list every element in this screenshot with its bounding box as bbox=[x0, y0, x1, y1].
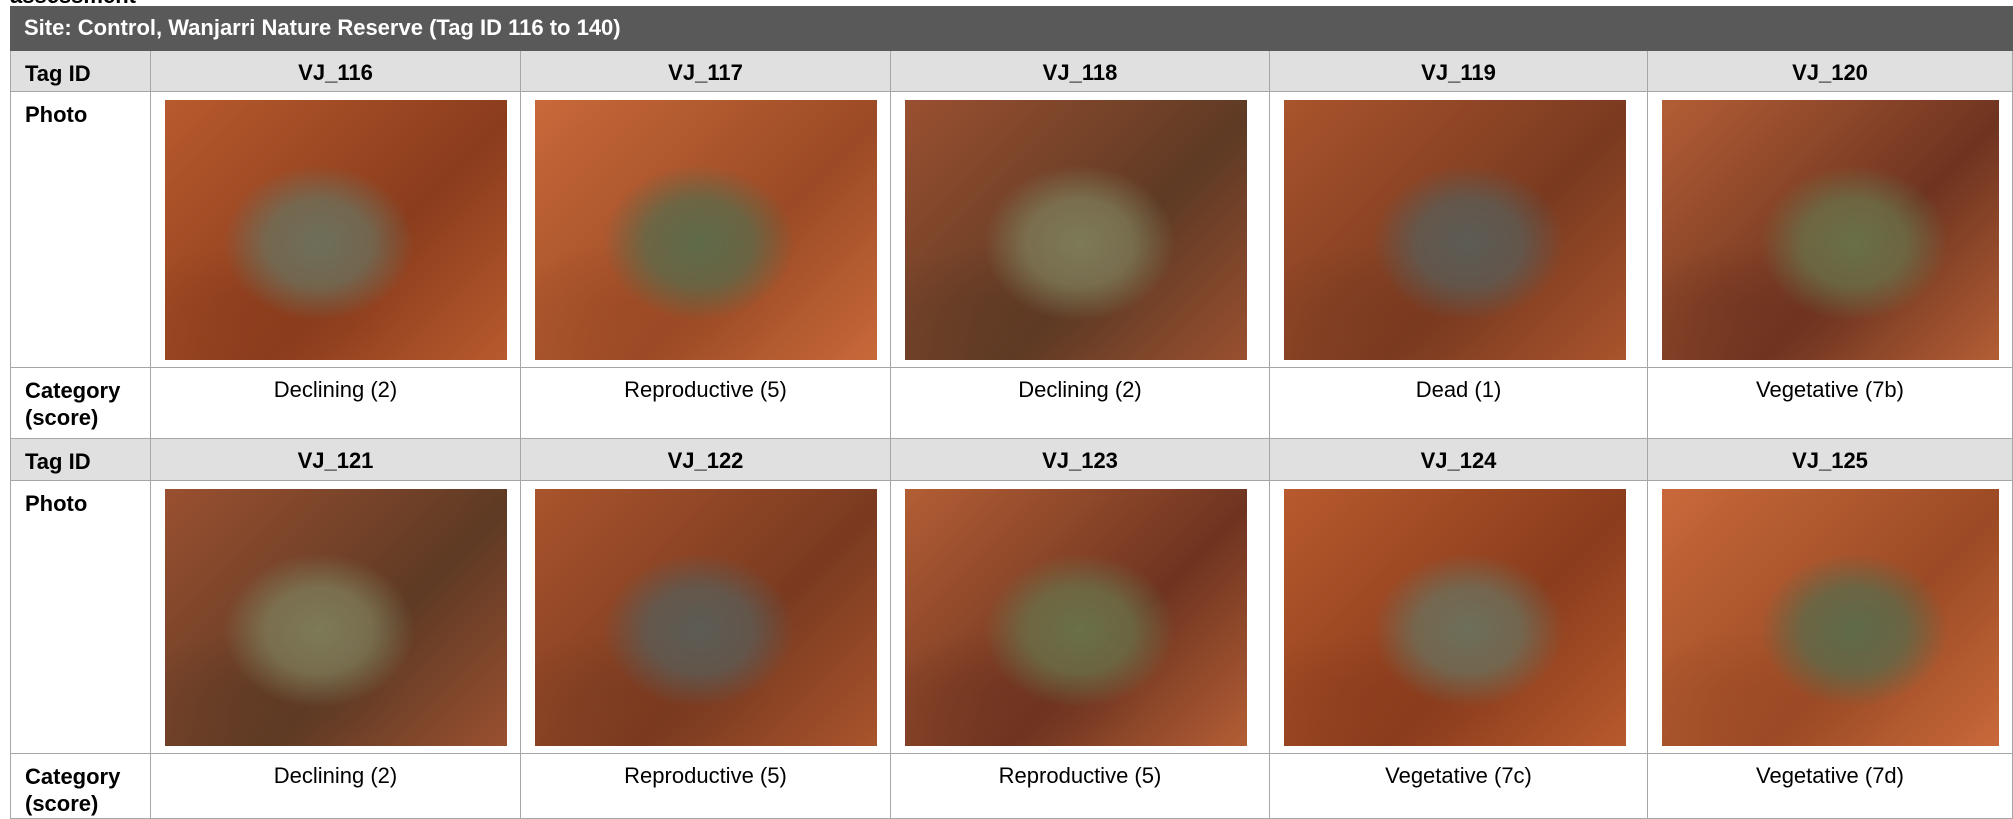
category: Vegetative (7d) bbox=[1648, 754, 2013, 819]
row-label: Category (score) bbox=[10, 368, 151, 439]
photo-cell bbox=[891, 481, 1270, 754]
photo bbox=[165, 100, 507, 360]
photo bbox=[905, 489, 1247, 746]
caption-fragment: assessment bbox=[10, 0, 136, 9]
tag-id: VJ_119 bbox=[1270, 51, 1648, 92]
photo bbox=[165, 489, 507, 746]
photo bbox=[1284, 489, 1626, 746]
tag-id: VJ_118 bbox=[891, 51, 1270, 92]
photo-cell bbox=[151, 481, 521, 754]
photo bbox=[1662, 100, 1999, 360]
category: Declining (2) bbox=[891, 368, 1270, 439]
photo-cell bbox=[1270, 481, 1648, 754]
photo-cell bbox=[151, 92, 521, 368]
photo bbox=[1284, 100, 1626, 360]
tag-id: VJ_123 bbox=[891, 439, 1270, 481]
category: Reproductive (5) bbox=[521, 754, 891, 819]
row-label: Photo bbox=[10, 92, 151, 368]
site-title: Site: Control, Wanjarri Nature Reserve (… bbox=[10, 6, 2013, 51]
category: Vegetative (7c) bbox=[1270, 754, 1648, 819]
photo-cell bbox=[891, 92, 1270, 368]
tag-id: VJ_124 bbox=[1270, 439, 1648, 481]
row-label: Photo bbox=[10, 481, 151, 754]
tag-id: VJ_117 bbox=[521, 51, 891, 92]
photo bbox=[535, 489, 877, 746]
tag-id: VJ_116 bbox=[151, 51, 521, 92]
row-label: Category (score) bbox=[10, 754, 151, 819]
category: Reproductive (5) bbox=[891, 754, 1270, 819]
tag-id: VJ_120 bbox=[1648, 51, 2013, 92]
row-label: Tag ID bbox=[10, 439, 151, 481]
tag-id: VJ_122 bbox=[521, 439, 891, 481]
category: Declining (2) bbox=[151, 754, 521, 819]
photo-cell bbox=[521, 92, 891, 368]
tag-id: VJ_121 bbox=[151, 439, 521, 481]
category: Dead (1) bbox=[1270, 368, 1648, 439]
photo-cell bbox=[521, 481, 891, 754]
photo bbox=[535, 100, 877, 360]
category: Vegetative (7b) bbox=[1648, 368, 2013, 439]
photo bbox=[1662, 489, 1999, 746]
category: Declining (2) bbox=[151, 368, 521, 439]
photo bbox=[905, 100, 1247, 360]
photo-cell bbox=[1270, 92, 1648, 368]
tag-id: VJ_125 bbox=[1648, 439, 2013, 481]
category: Reproductive (5) bbox=[521, 368, 891, 439]
row-label: Tag ID bbox=[10, 51, 151, 92]
